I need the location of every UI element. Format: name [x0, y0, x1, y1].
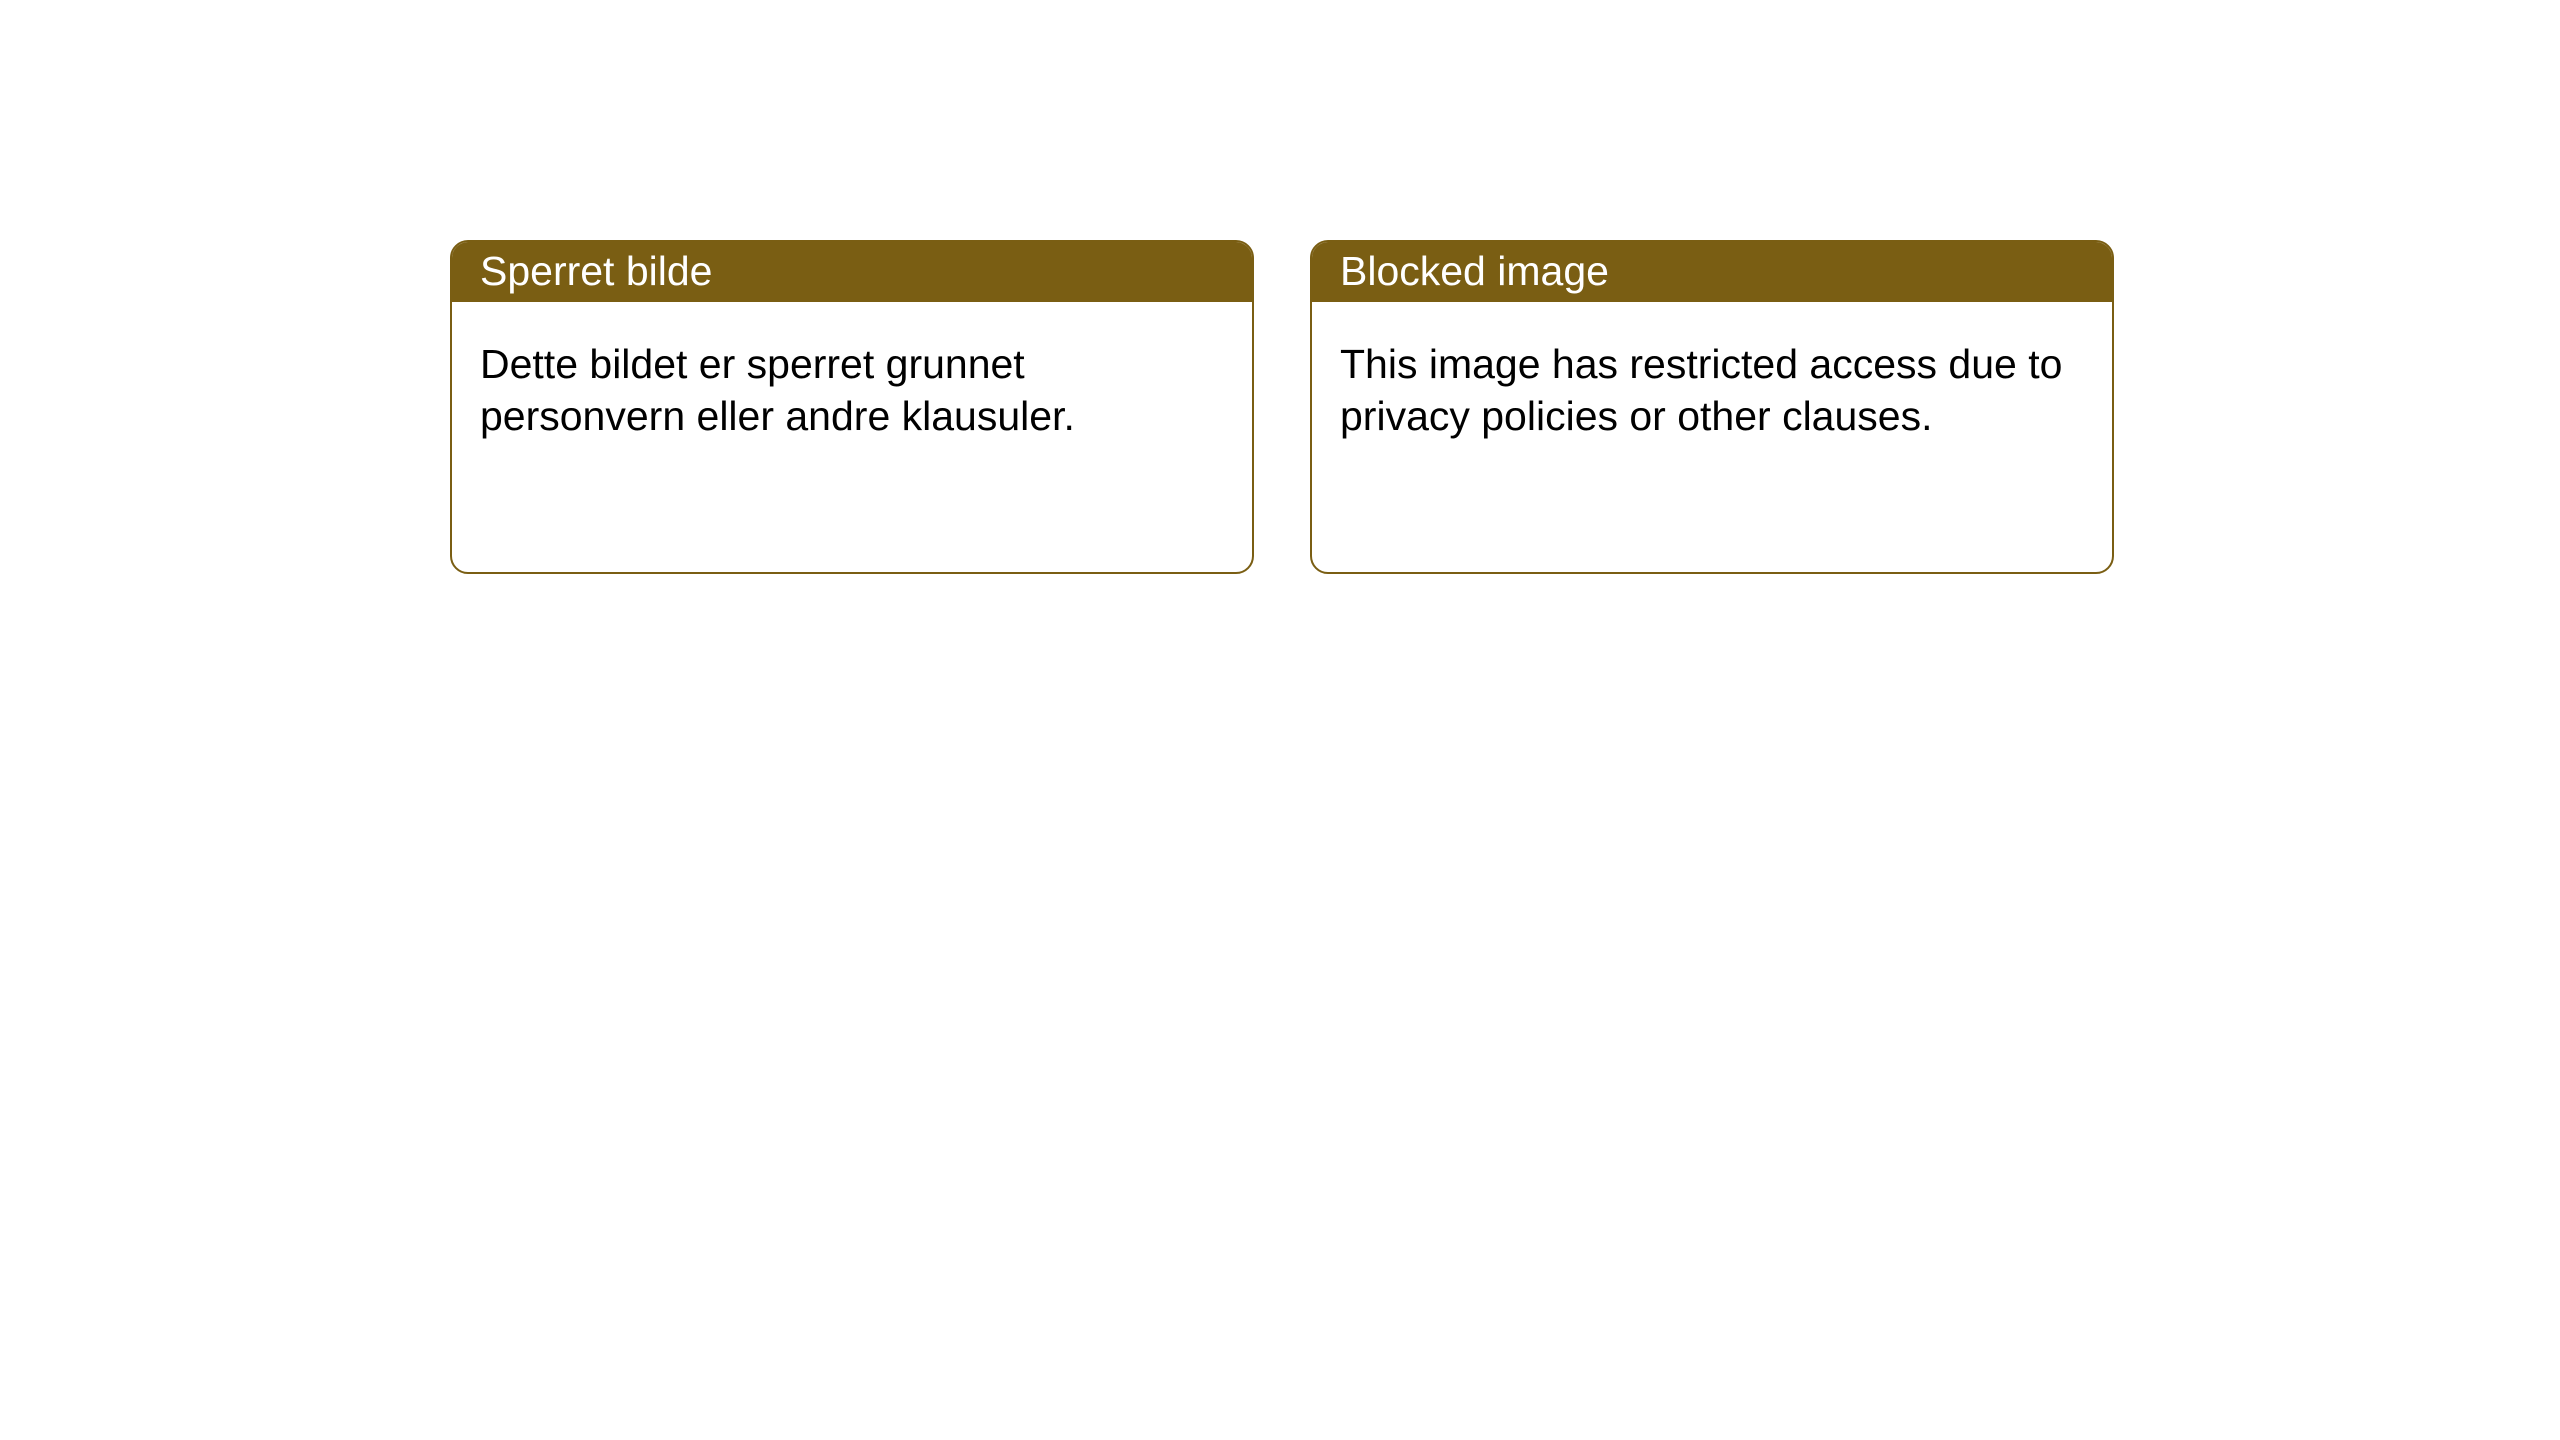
card-header: Sperret bilde [452, 242, 1252, 302]
card-body-text: Dette bildet er sperret grunnet personve… [480, 341, 1075, 439]
card-body: This image has restricted access due to … [1312, 302, 2112, 471]
card-header: Blocked image [1312, 242, 2112, 302]
card-title: Sperret bilde [480, 248, 712, 295]
card-body: Dette bildet er sperret grunnet personve… [452, 302, 1252, 471]
card-body-text: This image has restricted access due to … [1340, 341, 2062, 439]
blocked-image-card-no: Sperret bilde Dette bildet er sperret gr… [450, 240, 1254, 574]
card-title: Blocked image [1340, 248, 1609, 295]
blocked-image-card-en: Blocked image This image has restricted … [1310, 240, 2114, 574]
card-row: Sperret bilde Dette bildet er sperret gr… [0, 0, 2560, 574]
